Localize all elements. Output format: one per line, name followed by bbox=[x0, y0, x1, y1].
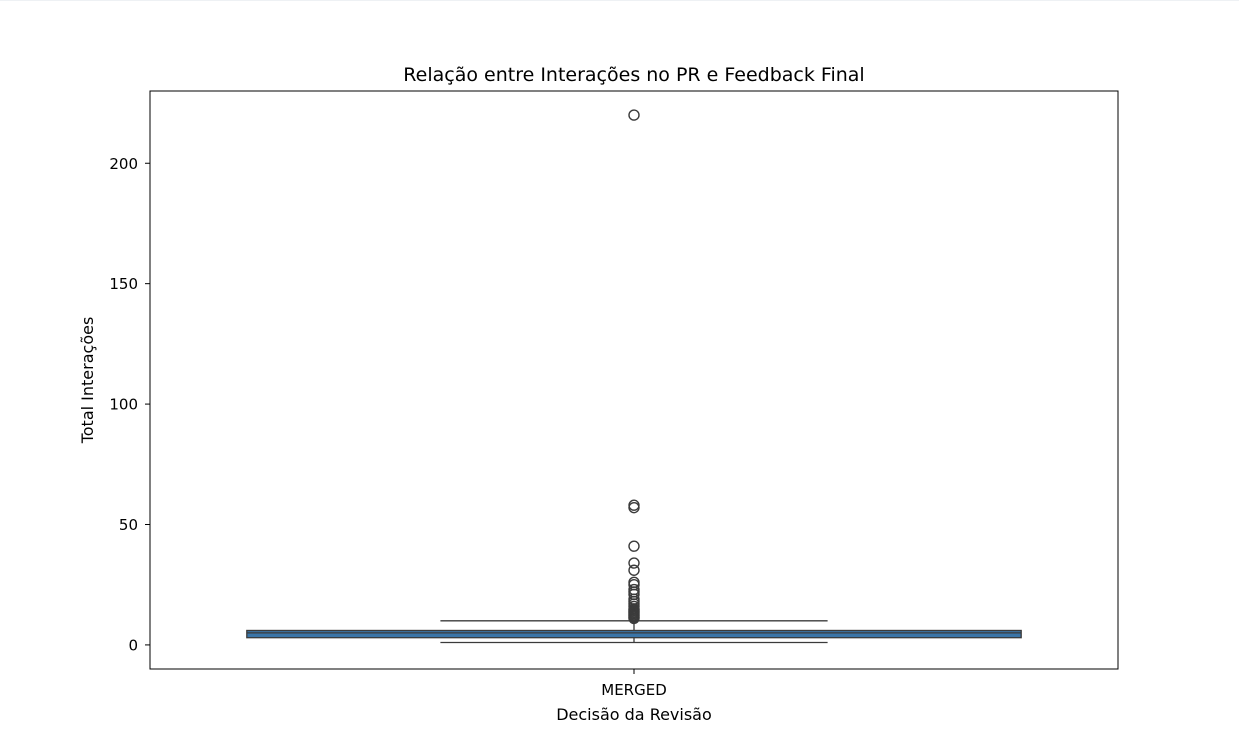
interquartile-box bbox=[246, 629, 1022, 639]
y-tick-label: 200 bbox=[109, 155, 138, 173]
x-axis-label: Decisão da Revisão bbox=[556, 705, 712, 724]
y-tick-label: 100 bbox=[109, 396, 138, 414]
outlier-point bbox=[628, 564, 640, 576]
outlier-point bbox=[628, 501, 640, 514]
outlier-point bbox=[628, 499, 640, 511]
outlier-point bbox=[628, 540, 640, 552]
chart-title: Relação entre Interações no PR e Feedbac… bbox=[403, 64, 864, 86]
outlier-point bbox=[628, 557, 640, 569]
top-strip bbox=[0, 0, 1239, 1]
outlier-point bbox=[628, 109, 640, 121]
outlier-point bbox=[628, 576, 640, 588]
y-tick-label: 0 bbox=[128, 636, 138, 654]
outlier-point bbox=[628, 583, 640, 596]
axes-frame bbox=[149, 90, 1119, 670]
y-tick-label: 50 bbox=[119, 516, 138, 534]
plot-area bbox=[246, 109, 1022, 644]
axes: 0 50 100 150 200 MERGED bbox=[109, 155, 666, 699]
y-tick-label: 150 bbox=[109, 275, 138, 293]
y-axis-label: Total Interações bbox=[78, 317, 97, 445]
x-tick-label: MERGED bbox=[601, 681, 667, 699]
